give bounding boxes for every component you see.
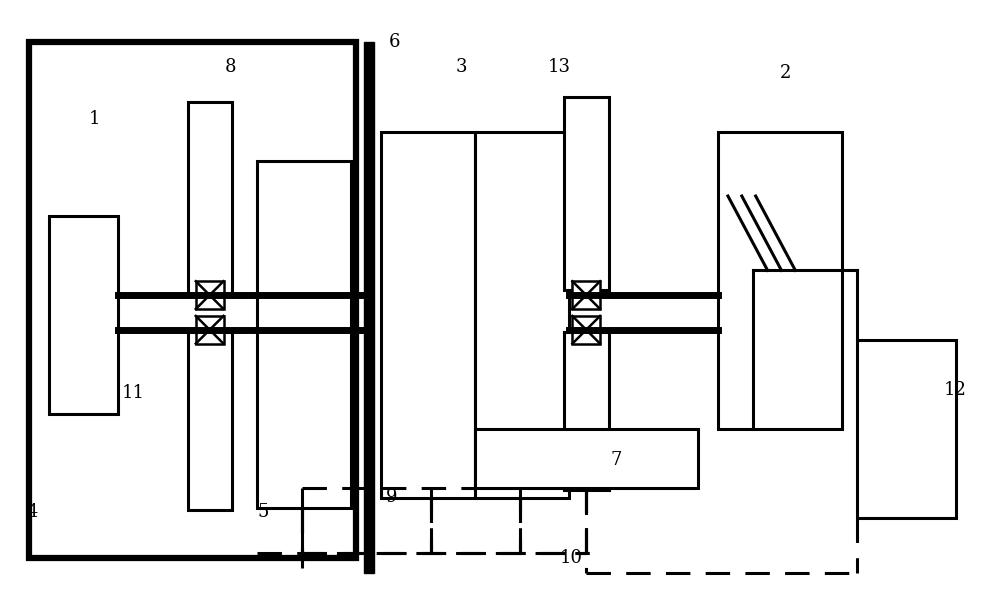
Bar — [29, 43, 356, 557]
Bar — [718, 132, 842, 429]
Bar — [564, 97, 609, 290]
Bar — [857, 339, 956, 518]
Bar — [257, 161, 351, 508]
Text: 9: 9 — [386, 488, 398, 506]
Bar — [572, 316, 600, 344]
Bar — [188, 332, 232, 510]
Bar — [196, 282, 224, 309]
Bar — [475, 132, 569, 498]
Text: 4: 4 — [26, 503, 38, 521]
Text: 2: 2 — [779, 64, 791, 82]
Text: 3: 3 — [455, 58, 467, 76]
Text: 10: 10 — [559, 549, 582, 567]
Text: 8: 8 — [225, 58, 236, 76]
Text: 11: 11 — [121, 384, 144, 402]
Bar — [188, 102, 232, 295]
Bar — [564, 332, 609, 490]
Bar — [364, 43, 374, 573]
Bar — [572, 282, 600, 309]
Text: 7: 7 — [611, 452, 622, 469]
Text: 12: 12 — [944, 381, 967, 399]
Text: 1: 1 — [89, 110, 100, 128]
Bar — [381, 132, 475, 498]
Bar — [49, 216, 118, 414]
Text: 6: 6 — [389, 33, 401, 51]
Text: 5: 5 — [257, 503, 269, 521]
Text: 13: 13 — [548, 58, 571, 76]
Bar — [475, 429, 698, 488]
Bar — [196, 316, 224, 344]
